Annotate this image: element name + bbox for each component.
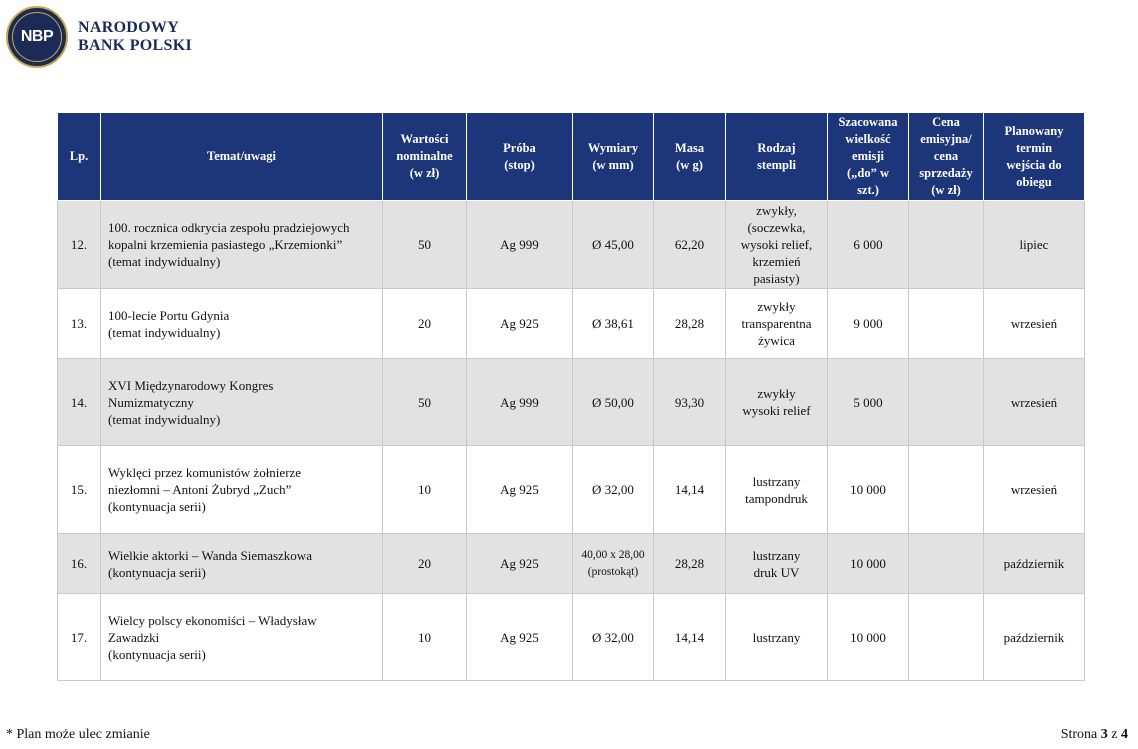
cell-mintage: 10 000 bbox=[827, 445, 909, 534]
cell-nominal: 10 bbox=[382, 445, 467, 534]
cell-dimensions: Ø 32,00 bbox=[572, 445, 654, 534]
cell-nominal: 50 bbox=[382, 358, 467, 446]
cell-mintage: 5 000 bbox=[827, 358, 909, 446]
page-separator: z bbox=[1111, 727, 1118, 742]
table-row: 15. Wyklęci przez komunistów żołnierze n… bbox=[57, 445, 1085, 534]
cell-dies: lustrzany tampondruk bbox=[725, 445, 828, 534]
table-row: 17. Wielcy polscy ekonomiści – Władysław… bbox=[57, 593, 1085, 681]
col-header-theme: Temat/uwagi bbox=[100, 112, 383, 201]
cell-mass: 28,28 bbox=[653, 288, 726, 359]
cell-theme: 100-lecie Portu Gdynia (temat indywidual… bbox=[100, 288, 383, 359]
cell-theme: Wyklęci przez komunistów żołnierze niezł… bbox=[100, 445, 383, 534]
cell-date: październik bbox=[983, 593, 1085, 681]
col-header-mass: Masa (w g) bbox=[653, 112, 726, 201]
table-row: 12. 100. rocznica odkrycia zespołu pradz… bbox=[57, 200, 1085, 289]
page-total: 4 bbox=[1121, 727, 1128, 742]
cell-theme: Wielcy polscy ekonomiści – Władysław Zaw… bbox=[100, 593, 383, 681]
table-row: 14. XVI Międzynarodowy Kongres Numizmaty… bbox=[57, 358, 1085, 446]
cell-dimensions: Ø 50,00 bbox=[572, 358, 654, 446]
col-header-price: Cena emisyjna/ cena sprzedaży (w zł) bbox=[908, 112, 984, 201]
cell-theme: Wielkie aktorki – Wanda Siemaszkowa (kon… bbox=[100, 533, 383, 594]
cell-date: wrzesień bbox=[983, 445, 1085, 534]
cell-lp: 15. bbox=[57, 445, 101, 534]
col-header-dimensions: Wymiary (w mm) bbox=[572, 112, 654, 201]
cell-alloy: Ag 925 bbox=[466, 593, 573, 681]
brand-line-1: NARODOWY bbox=[78, 19, 180, 36]
cell-mass: 14,14 bbox=[653, 445, 726, 534]
col-header-dies: Rodzaj stempli bbox=[725, 112, 828, 201]
brand-name: NARODOWY BANK POLSKI bbox=[78, 19, 192, 55]
cell-lp: 16. bbox=[57, 533, 101, 594]
table-row: 16. Wielkie aktorki – Wanda Siemaszkowa … bbox=[57, 533, 1085, 594]
cell-dimensions: Ø 32,00 bbox=[572, 593, 654, 681]
cell-lp: 17. bbox=[57, 593, 101, 681]
cell-nominal: 20 bbox=[382, 288, 467, 359]
cell-alloy: Ag 999 bbox=[466, 200, 573, 289]
cell-price bbox=[908, 593, 984, 681]
cell-nominal: 20 bbox=[382, 533, 467, 594]
cell-dimensions: Ø 45,00 bbox=[572, 200, 654, 289]
cell-dies: zwykły transparentna żywica bbox=[725, 288, 828, 359]
cell-nominal: 50 bbox=[382, 200, 467, 289]
cell-lp: 12. bbox=[57, 200, 101, 289]
cell-alloy: Ag 925 bbox=[466, 533, 573, 594]
brand-line-2: BANK POLSKI bbox=[78, 37, 192, 54]
cell-dies: zwykły, (soczewka, wysoki relief, krzemi… bbox=[725, 200, 828, 289]
col-header-nominal: Wartości nominalne (w zł) bbox=[382, 112, 467, 201]
cell-price bbox=[908, 288, 984, 359]
col-header-alloy: Próba (stop) bbox=[466, 112, 573, 201]
cell-dies: lustrzany druk UV bbox=[725, 533, 828, 594]
cell-lp: 14. bbox=[57, 358, 101, 446]
nbp-logo: NBP bbox=[6, 6, 68, 68]
coin-plan-table: Lp. Temat/uwagi Wartości nominalne (w zł… bbox=[57, 112, 1085, 681]
page-current: 3 bbox=[1100, 727, 1108, 742]
cell-mintage: 10 000 bbox=[827, 593, 909, 681]
cell-dies: zwykły wysoki relief bbox=[725, 358, 828, 446]
cell-dimensions: Ø 38,61 bbox=[572, 288, 654, 359]
cell-mintage: 6 000 bbox=[827, 200, 909, 289]
cell-date: wrzesień bbox=[983, 288, 1085, 359]
col-header-lp: Lp. bbox=[57, 112, 101, 201]
cell-theme: 100. rocznica odkrycia zespołu pradziejo… bbox=[100, 200, 383, 289]
plan-footnote: * Plan może ulec zmianie bbox=[6, 727, 150, 742]
cell-price bbox=[908, 358, 984, 446]
cell-price bbox=[908, 200, 984, 289]
page-header: NBP NARODOWY BANK POLSKI bbox=[6, 6, 192, 68]
cell-mass: 28,28 bbox=[653, 533, 726, 594]
cell-date: lipiec bbox=[983, 200, 1085, 289]
cell-alloy: Ag 999 bbox=[466, 358, 573, 446]
cell-nominal: 10 bbox=[382, 593, 467, 681]
cell-mass: 14,14 bbox=[653, 593, 726, 681]
page-indicator: Strona 3 z 4 bbox=[1061, 727, 1128, 743]
col-header-mintage: Szacowana wielkość emisji („do” w szt.) bbox=[827, 112, 909, 201]
cell-dimensions: 40,00 x 28,00 (prostokąt) bbox=[572, 533, 654, 594]
table-header-row: Lp. Temat/uwagi Wartości nominalne (w zł… bbox=[57, 112, 1085, 201]
cell-date: wrzesień bbox=[983, 358, 1085, 446]
page-prefix: Strona bbox=[1060, 727, 1098, 742]
cell-lp: 13. bbox=[57, 288, 101, 359]
cell-mintage: 9 000 bbox=[827, 288, 909, 359]
table-row: 13. 100-lecie Portu Gdynia (temat indywi… bbox=[57, 288, 1085, 359]
cell-price bbox=[908, 533, 984, 594]
cell-mass: 93,30 bbox=[653, 358, 726, 446]
cell-dies: lustrzany bbox=[725, 593, 828, 681]
cell-mass: 62,20 bbox=[653, 200, 726, 289]
cell-price bbox=[908, 445, 984, 534]
cell-mintage: 10 000 bbox=[827, 533, 909, 594]
cell-alloy: Ag 925 bbox=[466, 445, 573, 534]
cell-date: październik bbox=[983, 533, 1085, 594]
cell-alloy: Ag 925 bbox=[466, 288, 573, 359]
nbp-logo-text: NBP bbox=[12, 12, 62, 62]
col-header-date: Planowany termin wejścia do obiegu bbox=[983, 112, 1085, 201]
cell-theme: XVI Międzynarodowy Kongres Numizmatyczny… bbox=[100, 358, 383, 446]
